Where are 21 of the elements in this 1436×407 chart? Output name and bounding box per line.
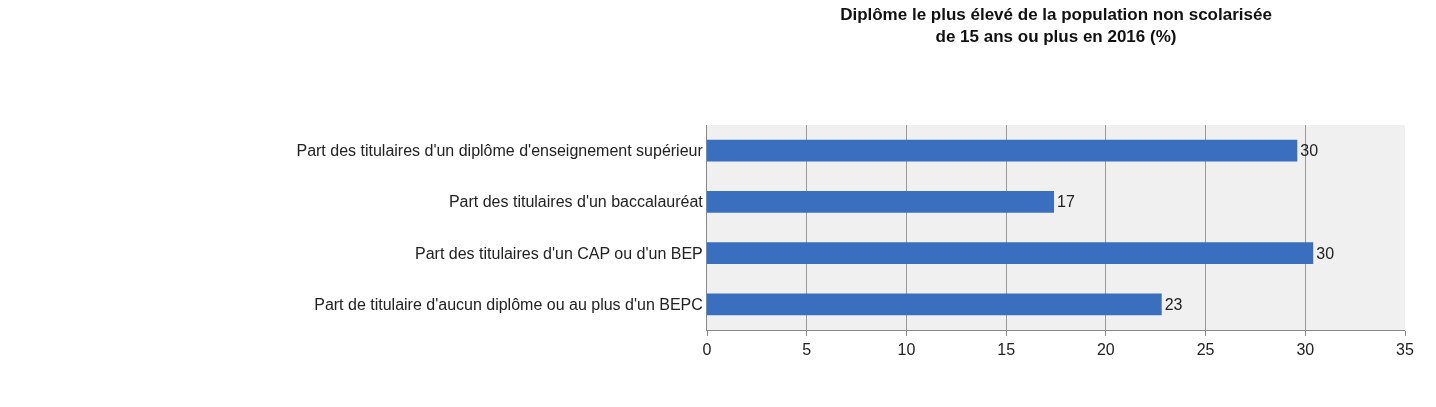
x-tick-label: 25 [1196,341,1215,359]
x-tick-label: 30 [1296,341,1315,359]
x-tick-label: 15 [997,341,1016,359]
y-tick-label: Part de titulaire d'aucun diplôme ou au plus d'un BEPC [314,295,703,313]
x-tick-label: 5 [802,341,812,359]
y-tick-label: Part des titulaires d'un baccalauréat [448,193,704,211]
data-label: 23 [1164,295,1183,313]
chart-title: Diplôme le plus élevé de la population non scolarisée de 15 ans ou plus en 2016 (%) [840,5,1272,47]
x-tick-label: 35 [1396,341,1414,359]
y-tick-label: Part des titulaires d'un CAP ou d'un BEP [415,244,703,262]
data-label: 30 [1316,244,1335,262]
bar [707,293,1162,316]
bar [707,191,1055,213]
data-label: 30 [1300,142,1319,160]
x-tick-label: 0 [702,341,712,359]
data-label: 17 [1057,193,1075,211]
x-tick-label: 10 [897,341,916,359]
x-tick-label: 20 [1096,341,1115,359]
y-tick-label: Part des titulaires d'un diplôme d'enseignement supérieur [296,142,704,160]
bar [707,139,1298,162]
bar [707,242,1314,264]
